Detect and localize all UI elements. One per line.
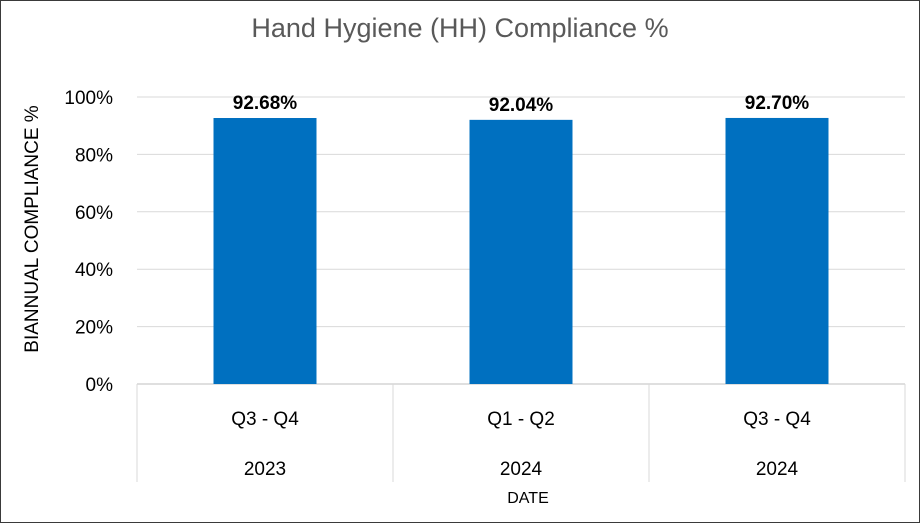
y-tick-label: 40%	[75, 260, 113, 281]
x-group-label: 2024	[500, 459, 543, 480]
data-label: 92.70%	[745, 93, 810, 114]
y-tick-label: 0%	[86, 375, 114, 396]
x-group-label: 2023	[244, 459, 286, 480]
bar	[725, 117, 829, 385]
x-category-label: Q1 - Q2	[487, 409, 555, 430]
bar	[213, 118, 317, 385]
x-axis-label: DATE	[507, 490, 549, 507]
x-category-label: Q3 - Q4	[231, 409, 299, 430]
y-tick-label: 80%	[75, 145, 113, 166]
x-group-label: 2024	[756, 459, 799, 480]
x-category-label: Q3 - Q4	[743, 409, 811, 430]
chart-title: Hand Hygiene (HH) Compliance %	[251, 13, 669, 43]
data-label: 92.68%	[233, 93, 298, 114]
y-tick-label: 100%	[64, 88, 113, 109]
y-tick-label: 60%	[75, 203, 113, 224]
y-tick-label: 20%	[75, 318, 113, 339]
data-label: 92.04%	[489, 95, 554, 116]
bar	[469, 119, 573, 384]
